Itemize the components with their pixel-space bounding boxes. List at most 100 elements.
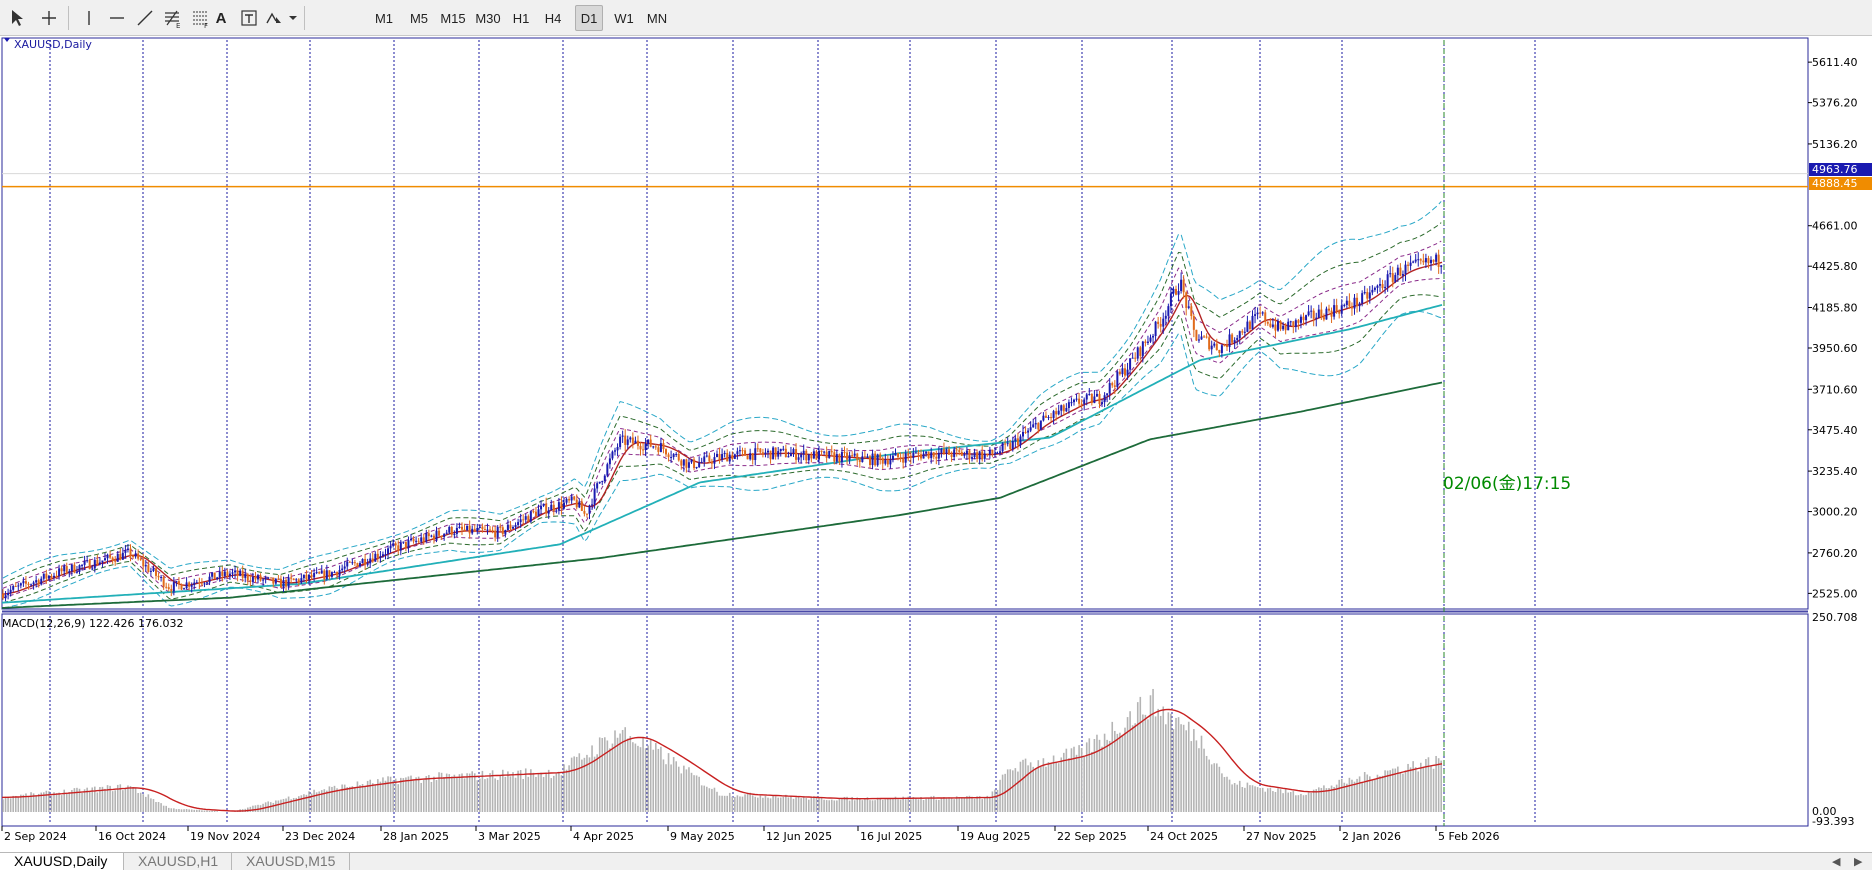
timeframe-m5[interactable]: M5 [409,10,429,26]
candle-body [134,553,137,557]
candle-body [1254,314,1257,316]
candle-body [1386,274,1389,287]
candle-body [165,586,168,588]
candle-body [861,456,864,462]
candle-body [180,584,183,590]
candle-body [364,559,367,565]
upper-band-outer [2,201,1442,579]
text-icon[interactable]: A [215,9,227,27]
tab-scroll-left-icon[interactable]: ◀ [1832,855,1841,868]
candle-body [986,453,989,455]
candle-body [976,452,979,459]
shapes-icon[interactable] [264,5,300,31]
candle-body [639,445,642,450]
fibonacci-icon[interactable]: E [160,5,186,31]
candle-body [703,456,706,462]
candle-body [1154,321,1157,336]
candle-body [695,467,698,469]
macd-signal-line [1,708,1443,812]
candle-body [886,460,889,465]
candle-body [606,464,609,476]
candle-body [98,562,101,565]
candle-body [351,562,354,564]
candle-body [909,455,912,458]
candle-body [524,516,527,520]
candle-body [50,575,53,578]
candle-body [629,437,632,440]
vertical-line-icon[interactable] [76,5,102,31]
candle-body [504,530,507,535]
timeframe-mn[interactable]: MN [646,10,668,26]
trendline-icon[interactable] [132,5,158,31]
candle-body [598,481,601,484]
price-tick-label: 3710.60 [1812,383,1858,396]
crosshair-icon[interactable] [36,5,62,31]
candle-body [78,565,81,572]
candle-body [999,451,1002,454]
candle-body [1312,310,1315,319]
candle-body [1414,259,1417,262]
price-tick-label: 5376.20 [1812,97,1858,110]
candle-body [812,451,815,459]
candle-body [1435,254,1438,262]
candle-body [1078,398,1081,404]
candle-body [1131,357,1134,359]
candle-body [149,570,152,572]
timeframe-w1[interactable]: W1 [614,10,634,26]
cursor-icon[interactable] [4,5,30,31]
candle-body [769,450,772,460]
timeframe-m15[interactable]: M15 [440,10,466,26]
candle-body [654,446,657,448]
candle-body [728,454,731,462]
timeframe-d1[interactable]: D1 [575,5,603,31]
timeframe-m1[interactable]: M1 [374,10,394,26]
candle-body [1333,305,1336,317]
candle-body [463,529,466,531]
tab-xauusd-daily[interactable]: XAUUSD,Daily [0,853,124,870]
candle-body [797,457,800,460]
tab-xauusd-h1[interactable]: XAUUSD,H1 [124,853,232,870]
timeframe-h1[interactable]: H1 [512,10,530,26]
price-chart[interactable]: 5611.40 5376.20 5136.20 4661.00 4425.80 4185.… [0,36,1872,852]
horizontal-line-icon[interactable] [104,5,130,31]
candle-body [1389,273,1392,275]
time-tick-label: 3 Mar 2025 [478,830,541,843]
fibo-channel-icon[interactable]: F [188,5,214,31]
candle-body [121,552,124,560]
candle-body [323,570,326,580]
candle-body [871,453,874,466]
candle-body [917,452,920,455]
candle-body [744,450,747,456]
candle-body [848,455,851,460]
candle-body [1289,321,1292,323]
symbol-dropdown-icon[interactable] [4,38,10,42]
candle-body [1060,405,1063,411]
ask-price-label: 4963.76 [1812,163,1858,176]
candle-body [649,439,652,447]
candle-body [129,548,132,557]
upper-band-inner [2,240,1442,589]
timeframe-m30[interactable]: M30 [475,10,501,26]
candle-body [1113,385,1116,387]
candle-body [965,450,968,455]
candle-body [805,450,808,461]
candle-body [932,452,935,457]
candle-body [570,496,573,501]
tab-xauusd-m15[interactable]: XAUUSD,M15 [232,853,350,870]
candle-body [866,456,869,458]
candle-body [251,576,254,582]
candle-body [708,455,711,462]
candle-body [1118,371,1121,375]
timeframe-h4[interactable]: H4 [544,10,562,26]
candle-body [1419,259,1422,261]
candle-body [1169,293,1172,307]
tab-scroll-right-icon[interactable]: ▶ [1854,855,1863,868]
candle-body [1248,321,1251,330]
candle-body [662,443,665,450]
candle-body [1437,254,1440,267]
candle-body [514,525,517,528]
candle-body [1226,345,1228,348]
text-label-icon[interactable] [236,5,262,31]
candle-body [1396,267,1399,276]
candle-body [1307,311,1310,316]
